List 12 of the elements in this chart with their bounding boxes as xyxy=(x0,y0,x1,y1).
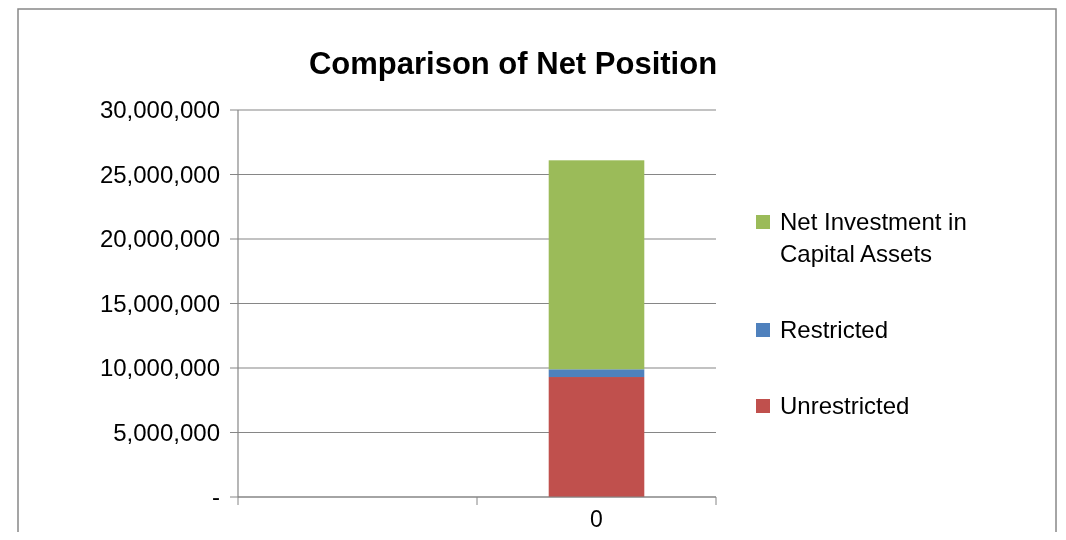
y-tick-label: 15,000,000 xyxy=(99,289,220,317)
legend-label: Unrestricted xyxy=(780,392,910,419)
y-tick-label: 30,000,000 xyxy=(99,96,220,124)
y-tick-label: - xyxy=(212,483,220,511)
x-tick-label: 0 xyxy=(590,506,603,532)
legend-label: Net Investment in Capital Assets xyxy=(780,208,967,267)
y-tick-label: 10,000,000 xyxy=(99,354,220,382)
chart-title: Comparison of Net Position xyxy=(308,46,718,81)
y-tick-label: 5,000,000 xyxy=(113,418,220,446)
legend-label: Restricted xyxy=(780,316,889,343)
y-tick-label: 25,000,000 xyxy=(99,160,220,188)
y-tick-label: 20,000,000 xyxy=(99,225,220,253)
